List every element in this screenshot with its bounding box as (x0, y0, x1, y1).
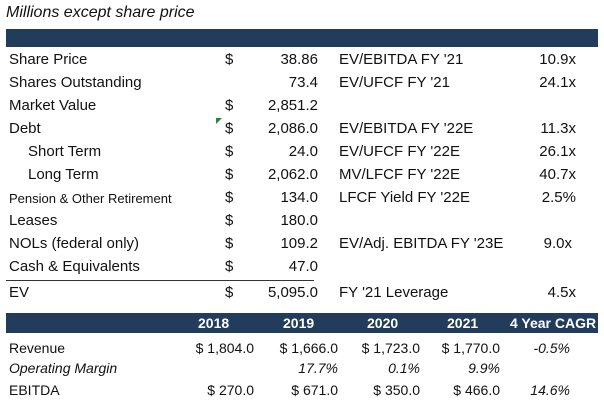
row-label-market-value: Market Value (9, 97, 97, 114)
row-dollar: $ (225, 120, 234, 137)
column-header-2021: 2021 (447, 315, 479, 331)
metric-label: LFCF Yield FY '22E (339, 189, 470, 206)
row-value-nols: 109.2 (280, 235, 318, 252)
row-value-pension: 134.0 (280, 189, 318, 206)
table-row-label-ebitda: EBITDA (9, 382, 60, 398)
row-value-leases: 180.0 (280, 212, 318, 229)
metric-value: 4.5x (547, 284, 576, 301)
row-value-share-price: 38.86 (280, 51, 318, 68)
row-label-cash: Cash & Equivalents (9, 258, 140, 275)
column-header-2020: 2020 (367, 315, 399, 331)
row-value-ev: 5,095.0 (267, 284, 318, 301)
row-dollar: $ (225, 97, 234, 114)
row-value-short-term: 24.0 (288, 143, 318, 160)
column-header-cagr: 4 Year CAGR (510, 315, 597, 331)
table-cell: $ 1,723.0 (361, 340, 420, 356)
row-dollar: $ (225, 189, 234, 206)
row-dollar: $ (225, 258, 234, 275)
table-cell: $ 671.0 (291, 382, 338, 398)
row-value-cash: 47.0 (288, 258, 318, 275)
row-label-ev: EV (9, 284, 30, 301)
row-dollar: $ (225, 51, 234, 68)
metric-label: EV/EBITDA FY '21 (339, 51, 464, 68)
table-header-bar: 2018 2019 2020 2021 4 Year CAGR (6, 313, 598, 333)
row-value-long-term: 2,062.0 (267, 166, 318, 183)
row-label-pension: Pension & Other Retirement (9, 191, 172, 206)
metric-value: 40.7x (539, 166, 576, 183)
metric-label: EV/Adj. EBITDA FY '23E (339, 235, 504, 252)
row-label-debt: Debt (9, 120, 41, 137)
metric-label: EV/EBITDA FY '22E (339, 120, 474, 137)
metric-label: EV/UFCF FY '22E (339, 143, 460, 160)
row-dollar: $ (225, 284, 234, 301)
metric-label: MV/LFCF FY '22E (339, 166, 460, 183)
row-label-share-price: Share Price (9, 51, 88, 68)
metric-value: 26.1x (539, 143, 576, 160)
table-cell: $ 1,666.0 (279, 340, 338, 356)
metric-value: 24.1x (539, 74, 576, 91)
metric-label: EV/UFCF FY '21 (339, 74, 450, 91)
table-cell: $ 466.0 (453, 382, 500, 398)
comment-flag-icon[interactable] (216, 118, 222, 124)
metric-value: 10.9x (539, 51, 576, 68)
column-header-2018: 2018 (198, 315, 230, 331)
table-cell: 17.7% (298, 360, 338, 376)
row-label-shares-outstanding: Shares Outstanding (9, 74, 142, 91)
row-value-shares-outstanding: 73.4 (288, 74, 318, 91)
metric-value: 9.0x (543, 235, 572, 252)
table-cell: $ 1,770.0 (441, 340, 500, 356)
table-cell: $ 1,804.0 (195, 340, 254, 356)
row-label-leases: Leases (9, 212, 58, 229)
metric-label: FY '21 Leverage (339, 284, 449, 301)
table-cell-cagr: -0.5% (533, 340, 570, 356)
row-label-long-term: Long Term (28, 166, 99, 183)
metric-value: 2.5% (541, 189, 576, 206)
row-dollar: $ (225, 235, 234, 252)
row-value-market-value: 2,851.2 (267, 97, 318, 114)
row-dollar: $ (225, 143, 234, 160)
row-label-short-term: Short Term (28, 143, 102, 160)
header-bar (6, 29, 598, 47)
total-underline (6, 280, 314, 281)
row-dollar: $ (225, 212, 234, 229)
table-cell: 0.1% (388, 360, 420, 376)
row-label-nols: NOLs (federal only) (9, 235, 140, 252)
table-cell-cagr: 14.6% (530, 382, 570, 398)
column-header-2019: 2019 (283, 315, 315, 331)
metric-value: 11.3x (540, 120, 576, 137)
table-row-label-operating-margin: Operating Margin (9, 360, 118, 376)
table-row-label-revenue: Revenue (9, 340, 66, 356)
row-dollar: $ (225, 166, 234, 183)
row-value-debt: 2,086.0 (267, 120, 318, 137)
table-cell: $ 270.0 (207, 382, 254, 398)
table-cell: $ 350.0 (373, 382, 420, 398)
table-cell: 9.9% (468, 360, 500, 376)
sheet-title: Millions except share price (6, 4, 195, 21)
